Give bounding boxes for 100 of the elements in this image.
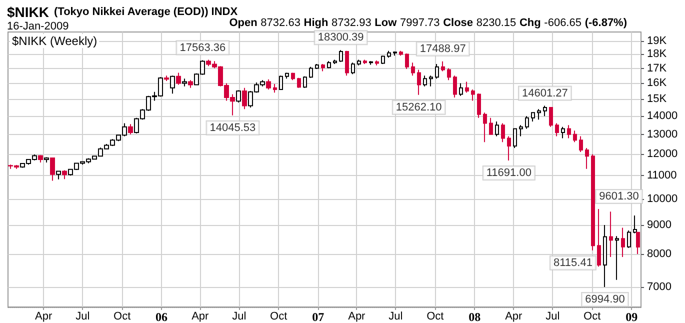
y-tick-label: 16K <box>647 77 668 90</box>
candlestick <box>477 92 481 118</box>
candlestick <box>411 62 415 76</box>
candlestick <box>489 117 493 135</box>
candlestick <box>435 63 439 80</box>
candlestick <box>170 75 175 94</box>
y-tick-label: 15K <box>647 93 668 106</box>
y-tick-label: 8000 <box>647 248 672 260</box>
candlestick <box>297 77 301 88</box>
annotation: 15262.10 <box>396 101 442 114</box>
x-tick-label: Oct <box>114 310 131 322</box>
x-tick-label: Jul <box>546 310 560 322</box>
candlestick <box>321 63 325 72</box>
candlestick <box>579 136 583 153</box>
chart-title: $NIKK (Tokyo Nikkei Average (EOD)) INDX <box>7 4 238 20</box>
candlestick <box>585 148 589 170</box>
candlestick <box>471 88 475 102</box>
candlestick <box>483 112 487 143</box>
candlestick <box>519 124 523 137</box>
y-tick-label: 9000 <box>647 218 672 231</box>
annotation: 8115.41 <box>553 256 592 269</box>
candlestick <box>279 75 283 90</box>
candlestick <box>339 50 343 62</box>
candlestick <box>447 68 451 81</box>
candlestick <box>615 236 619 280</box>
annotation: 17488.97 <box>420 42 466 55</box>
candlestick <box>182 78 187 87</box>
candlestick <box>543 105 547 117</box>
candlestick <box>567 124 571 139</box>
x-tick-label: 06 <box>156 310 168 323</box>
y-tick-label: 7000 <box>647 280 672 293</box>
x-tick-label: 07 <box>312 310 324 323</box>
y-tick-label: 12000 <box>647 148 678 160</box>
x-tick-label: Oct <box>426 310 444 322</box>
candlestick <box>609 211 613 258</box>
candlestick <box>399 50 403 56</box>
x-tick-label: Oct <box>270 310 288 322</box>
x-tick-label: Apr <box>35 310 52 322</box>
candlestick <box>501 122 505 143</box>
candlestick <box>266 78 271 90</box>
x-tick-label: 09 <box>626 310 638 323</box>
x-tick-label: Jul <box>76 310 90 322</box>
x-tick-label: Apr <box>348 310 366 322</box>
candlestick <box>459 82 463 96</box>
candlestick <box>188 80 193 88</box>
candlestick <box>128 124 133 135</box>
x-tick-label: 08 <box>468 310 481 323</box>
candlestick <box>627 230 631 248</box>
candlestick <box>525 116 529 130</box>
candlestick <box>429 75 433 87</box>
candlestick <box>423 75 427 87</box>
candlestick <box>387 50 391 58</box>
candlestick <box>375 60 379 66</box>
candlestick <box>561 126 565 139</box>
candlestick <box>309 66 313 78</box>
candlestick <box>549 106 553 128</box>
candlestick <box>393 51 397 56</box>
candlestick <box>38 154 43 163</box>
candlestick <box>465 81 469 94</box>
x-tick-label: Apr <box>505 310 523 322</box>
annotation: 11691.00 <box>486 167 532 180</box>
chart-subtitle: 16-Jan-2009 <box>7 20 69 32</box>
candlestick <box>633 215 637 234</box>
annotation: 17563.36 <box>180 42 226 54</box>
candlestick <box>333 59 337 64</box>
candlestick <box>531 112 535 122</box>
text: Open 8732.63 High 8732.93 Low 7997.73 Close 8230.15 Chg -606.65 (-6.87%) <box>229 17 628 29</box>
candlestick <box>381 55 385 64</box>
candlestick <box>441 60 445 72</box>
candlestick <box>405 53 409 70</box>
candlestick <box>597 208 601 268</box>
candlestick <box>345 50 349 76</box>
candlestick <box>537 108 541 120</box>
candlestick <box>56 170 61 180</box>
y-tick-label: 13000 <box>647 128 678 140</box>
candlestick <box>236 90 241 103</box>
annotation: 9601.30 <box>599 190 639 203</box>
candlestick <box>363 59 367 64</box>
candlestick <box>636 232 640 255</box>
y-tick-label: 19K <box>647 34 668 47</box>
annotation: 14601.27 <box>522 87 568 100</box>
candlestick <box>50 157 55 182</box>
x-tick-label: Jul <box>232 310 246 322</box>
candlestick <box>603 224 607 288</box>
candlestick <box>273 84 277 94</box>
x-tick-label: Oct <box>584 310 601 322</box>
y-tick-label: 10000 <box>647 193 678 205</box>
candlestick <box>357 59 361 66</box>
candlestick <box>369 60 373 66</box>
candlestick <box>242 87 247 110</box>
candlestick <box>573 130 577 143</box>
candlestick <box>351 62 355 75</box>
candlestick <box>507 136 511 162</box>
annotation: $NIKK (Weekly) <box>12 34 98 48</box>
candlestick <box>303 76 307 88</box>
candlestick <box>495 120 499 137</box>
candlestick <box>291 72 295 81</box>
y-tick-label: 17K <box>647 62 668 74</box>
candlestick <box>176 72 181 86</box>
annotation: 18300.39 <box>318 32 364 44</box>
